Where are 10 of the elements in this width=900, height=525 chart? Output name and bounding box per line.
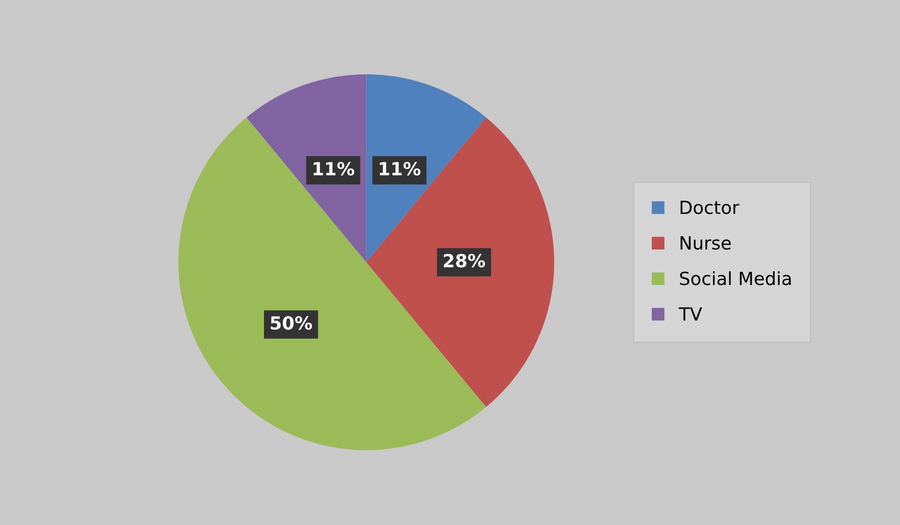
pie-slice [366, 117, 554, 408]
data-label: 11% [314, 162, 354, 176]
data-label: 50% [270, 316, 312, 330]
data-label: 28% [444, 254, 486, 268]
legend-label: Doctor [680, 200, 740, 214]
legend-label: Nurse [680, 236, 731, 250]
data-label: 11% [380, 162, 420, 176]
legend-label: TV [678, 307, 702, 321]
legend-label: Social Media [680, 271, 791, 286]
pie-slice [178, 117, 486, 450]
